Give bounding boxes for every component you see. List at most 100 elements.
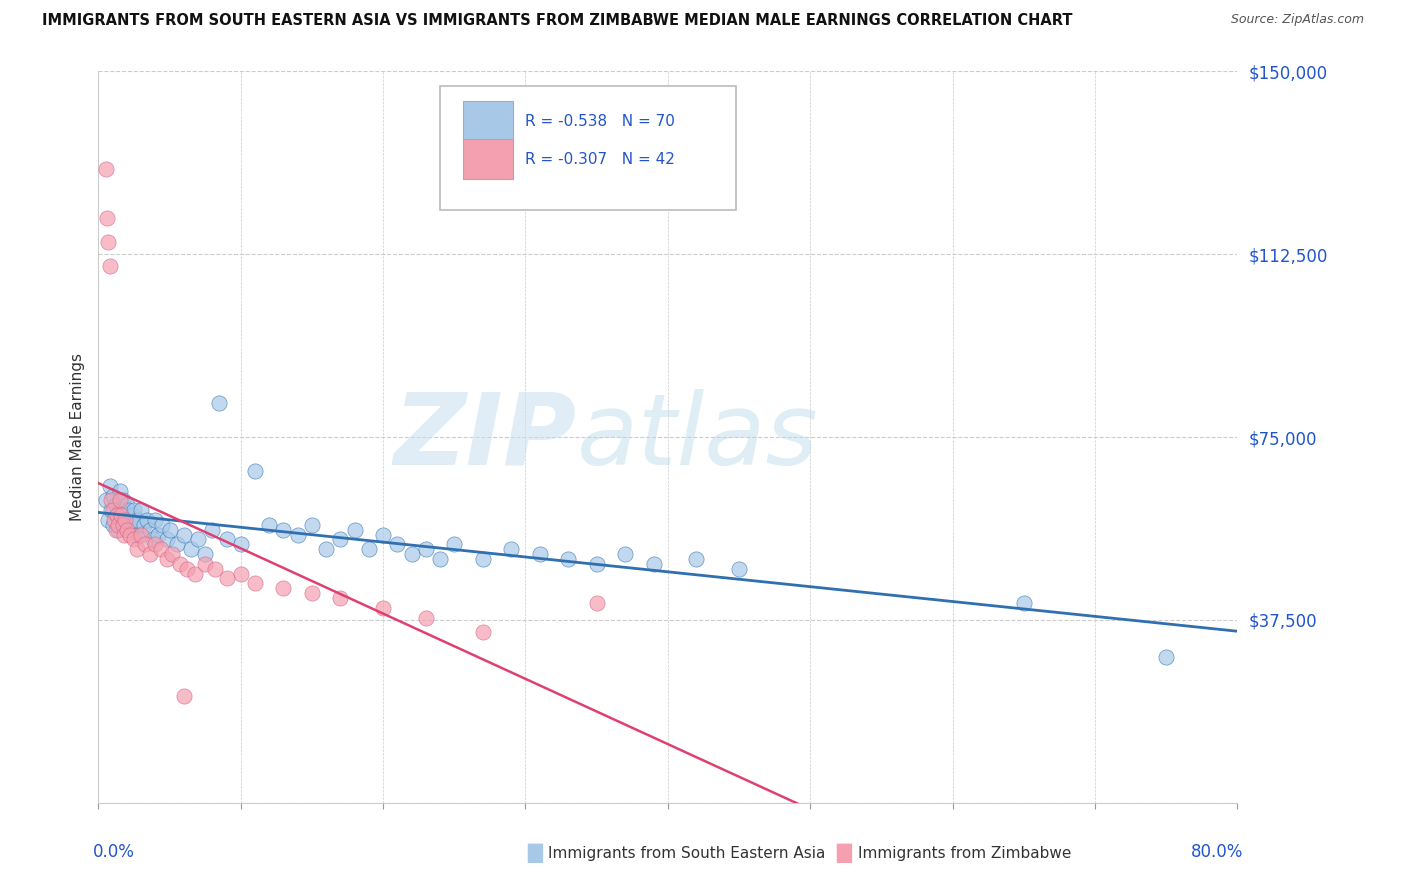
Point [471,625,494,640]
Text: 80.0%: 80.0% [1191,843,1243,861]
Text: Immigrants from Zimbabwe: Immigrants from Zimbabwe [858,847,1071,861]
Point [127,527,149,541]
Point [122,533,145,547]
Point [243,464,266,478]
Point [96,211,118,225]
Point [529,547,551,561]
Point [138,523,160,537]
Point [125,513,148,527]
Point [166,537,188,551]
Point [120,523,142,537]
FancyBboxPatch shape [440,86,737,211]
Point [273,581,295,595]
Point [373,600,395,615]
Point [215,572,238,586]
Point [98,479,121,493]
Point [150,542,173,557]
Point [114,513,136,527]
Point [101,503,124,517]
Point [135,513,157,527]
Point [141,533,163,547]
Text: R = -0.538   N = 70: R = -0.538 N = 70 [526,113,675,128]
Point [152,517,174,532]
Point [184,566,207,581]
Point [115,508,138,522]
Point [176,562,198,576]
Point [169,557,191,571]
Point [585,596,607,610]
Point [108,493,131,508]
Text: IMMIGRANTS FROM SOUTH EASTERN ASIA VS IMMIGRANTS FROM ZIMBABWE MEDIAN MALE EARNI: IMMIGRANTS FROM SOUTH EASTERN ASIA VS IM… [42,13,1073,29]
Text: █: █ [837,844,851,863]
Point [194,547,217,561]
Point [112,508,135,522]
Text: Immigrants from South Eastern Asia: Immigrants from South Eastern Asia [548,847,825,861]
Point [134,537,156,551]
Point [105,508,128,522]
Point [94,161,117,176]
Point [301,586,323,600]
Point [105,508,128,522]
Point [343,523,366,537]
Point [471,552,494,566]
Point [1012,596,1035,610]
Point [101,489,124,503]
Point [501,542,523,557]
Point [156,533,179,547]
Point [110,513,132,527]
Point [97,235,120,249]
Point [643,557,665,571]
Text: Source: ZipAtlas.com: Source: ZipAtlas.com [1230,13,1364,27]
Point [329,533,352,547]
Point [201,523,224,537]
Point [124,517,146,532]
Point [614,547,637,561]
Point [129,527,152,541]
Point [557,552,579,566]
Point [104,523,127,537]
Point [204,562,226,576]
Point [107,517,129,532]
Point [728,562,751,576]
Point [415,542,437,557]
Point [121,508,143,522]
Y-axis label: Median Male Earnings: Median Male Earnings [70,353,86,521]
Text: 0.0%: 0.0% [93,843,135,861]
Point [387,537,409,551]
Point [208,396,231,410]
Point [148,527,170,541]
Point [114,517,136,532]
Point [122,503,145,517]
Point [100,493,122,508]
Point [115,499,138,513]
Point [287,527,309,541]
Point [401,547,423,561]
Point [111,493,134,508]
Point [229,566,252,581]
Point [194,557,217,571]
Text: R = -0.307   N = 42: R = -0.307 N = 42 [526,152,675,167]
Point [125,542,148,557]
Point [1154,649,1177,664]
Point [429,552,451,566]
Point [329,591,352,605]
Point [162,547,184,561]
Point [156,552,179,566]
Point [373,527,395,541]
Point [138,547,160,561]
Point [357,542,380,557]
Text: atlas: atlas [576,389,818,485]
Point [97,513,120,527]
Point [173,527,195,541]
Point [173,689,195,703]
Point [101,517,124,532]
Point [159,523,181,537]
Point [415,610,437,624]
Point [129,503,152,517]
Point [685,552,707,566]
Point [273,523,295,537]
FancyBboxPatch shape [463,101,513,140]
Point [132,517,155,532]
Point [110,508,132,522]
Point [94,493,117,508]
